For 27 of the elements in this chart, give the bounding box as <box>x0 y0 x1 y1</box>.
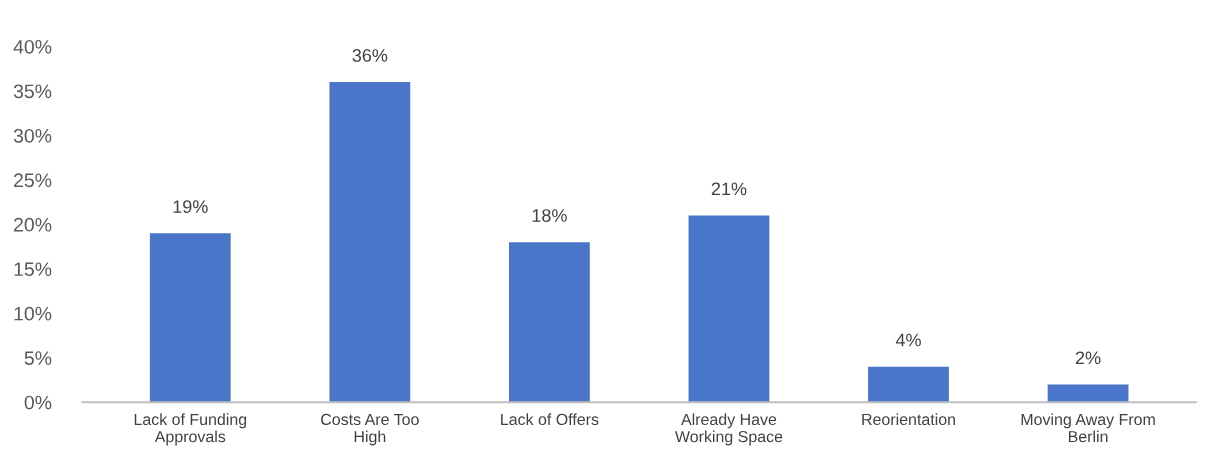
y-tick-label: 15% <box>14 262 52 277</box>
bar <box>508 242 590 403</box>
y-tick-label: 0% <box>24 395 52 410</box>
data-label: 36% <box>352 49 388 62</box>
y-tick-label: 35% <box>13 84 52 99</box>
y-tick-label: 20% <box>14 217 52 232</box>
y-tick-label: 25% <box>14 173 52 188</box>
data-label: 2% <box>1075 351 1101 365</box>
data-label: 4% <box>895 333 921 347</box>
bar <box>688 215 770 403</box>
x-tick-label: Lack of Funding Approvals <box>134 413 247 446</box>
y-tick-label: 5% <box>24 351 52 365</box>
x-tick-label: Already Have Working Space <box>675 413 783 446</box>
y-tick-label: 10% <box>14 306 52 321</box>
x-tick-label: Lack of Offers <box>501 413 599 426</box>
bar <box>149 233 231 403</box>
bar <box>1047 384 1129 403</box>
x-tick-label: Reorientation <box>862 413 955 426</box>
y-tick-label: 40% <box>13 39 52 54</box>
y-tick-label: 30% <box>13 128 52 143</box>
bar <box>868 366 949 403</box>
bar <box>329 82 411 403</box>
x-tick-label: Moving Away From Berlin <box>1021 413 1155 443</box>
data-label: 18% <box>532 209 567 222</box>
data-label: 19% <box>173 200 208 214</box>
x-tick-label: Costs Are Too High <box>321 413 419 446</box>
data-label: 21% <box>711 182 747 196</box>
